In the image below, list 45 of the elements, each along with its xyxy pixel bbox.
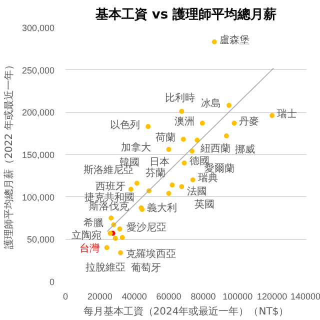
annotation: 紐西蘭 [200, 142, 231, 155]
annotation: 瑞典 [198, 172, 218, 184]
x-tick-label: 80000 [190, 292, 216, 302]
annotation: 芬蘭 [146, 166, 166, 179]
annotation: 冰島 [201, 98, 222, 110]
x-tick-label: 120000 [257, 292, 288, 302]
annotation: 比利時 [165, 92, 196, 104]
y-tick-label: 50,000 [26, 234, 55, 245]
annotation: 義大利 [147, 202, 178, 214]
annotation: 希臘 [84, 217, 104, 230]
annotation: 斯洛伐克 [88, 200, 129, 213]
chart-title: 基本工資 vs 護理師平均總月薪 [94, 6, 277, 22]
x-tick-label: 40000 [122, 292, 147, 302]
x-tick-label: 20000 [87, 292, 112, 302]
annotation: 盧森堡 [219, 34, 250, 46]
annotation: 克羅埃西亞 [126, 248, 176, 260]
y-tick-label: 300,000 [22, 23, 55, 33]
annotation: 荷蘭 [155, 132, 176, 144]
annotation: 澳洲 [174, 115, 194, 128]
x-tick-label: 0 [62, 292, 68, 302]
y-axis-title: 護理師平均總月薪（2022 年或最近一年） [2, 60, 15, 249]
annotation: 英國 [194, 198, 214, 210]
annotation: 西班牙 [96, 180, 126, 193]
y-tick-label: 200,000 [22, 108, 55, 118]
annotation: 捷克共和國 [84, 192, 135, 204]
annotation: 加拿大 [120, 142, 151, 154]
x-tick-label: 60000 [156, 292, 182, 302]
annotation: 瑞士 [277, 108, 298, 120]
y-tick-label: 0 [49, 277, 55, 287]
y-tick-label: 250,000 [22, 65, 55, 76]
annotation: 拉脫維亞 [85, 262, 126, 274]
x-axis-title: 每月基本工資（2024年或最近一年）（NT$） [83, 306, 289, 318]
x-tick-label: 140000 [290, 292, 320, 302]
y-tick-label: 150,000 [22, 150, 55, 160]
y-tick-label: 100,000 [22, 192, 55, 202]
annotation: 法國 [186, 186, 207, 198]
x-tick-label: 100000 [222, 292, 253, 302]
annotation: 葡萄牙 [131, 262, 162, 274]
annotation: 丹麥 [239, 115, 260, 128]
annotation: 立陶宛 [71, 230, 102, 242]
annotation: 挪威 [234, 143, 255, 156]
annotation: 以色列 [110, 118, 140, 131]
annotation: 日本 [150, 156, 170, 168]
annotation: 愛沙尼亞 [126, 221, 167, 234]
annotation: 台灣 [79, 242, 100, 255]
